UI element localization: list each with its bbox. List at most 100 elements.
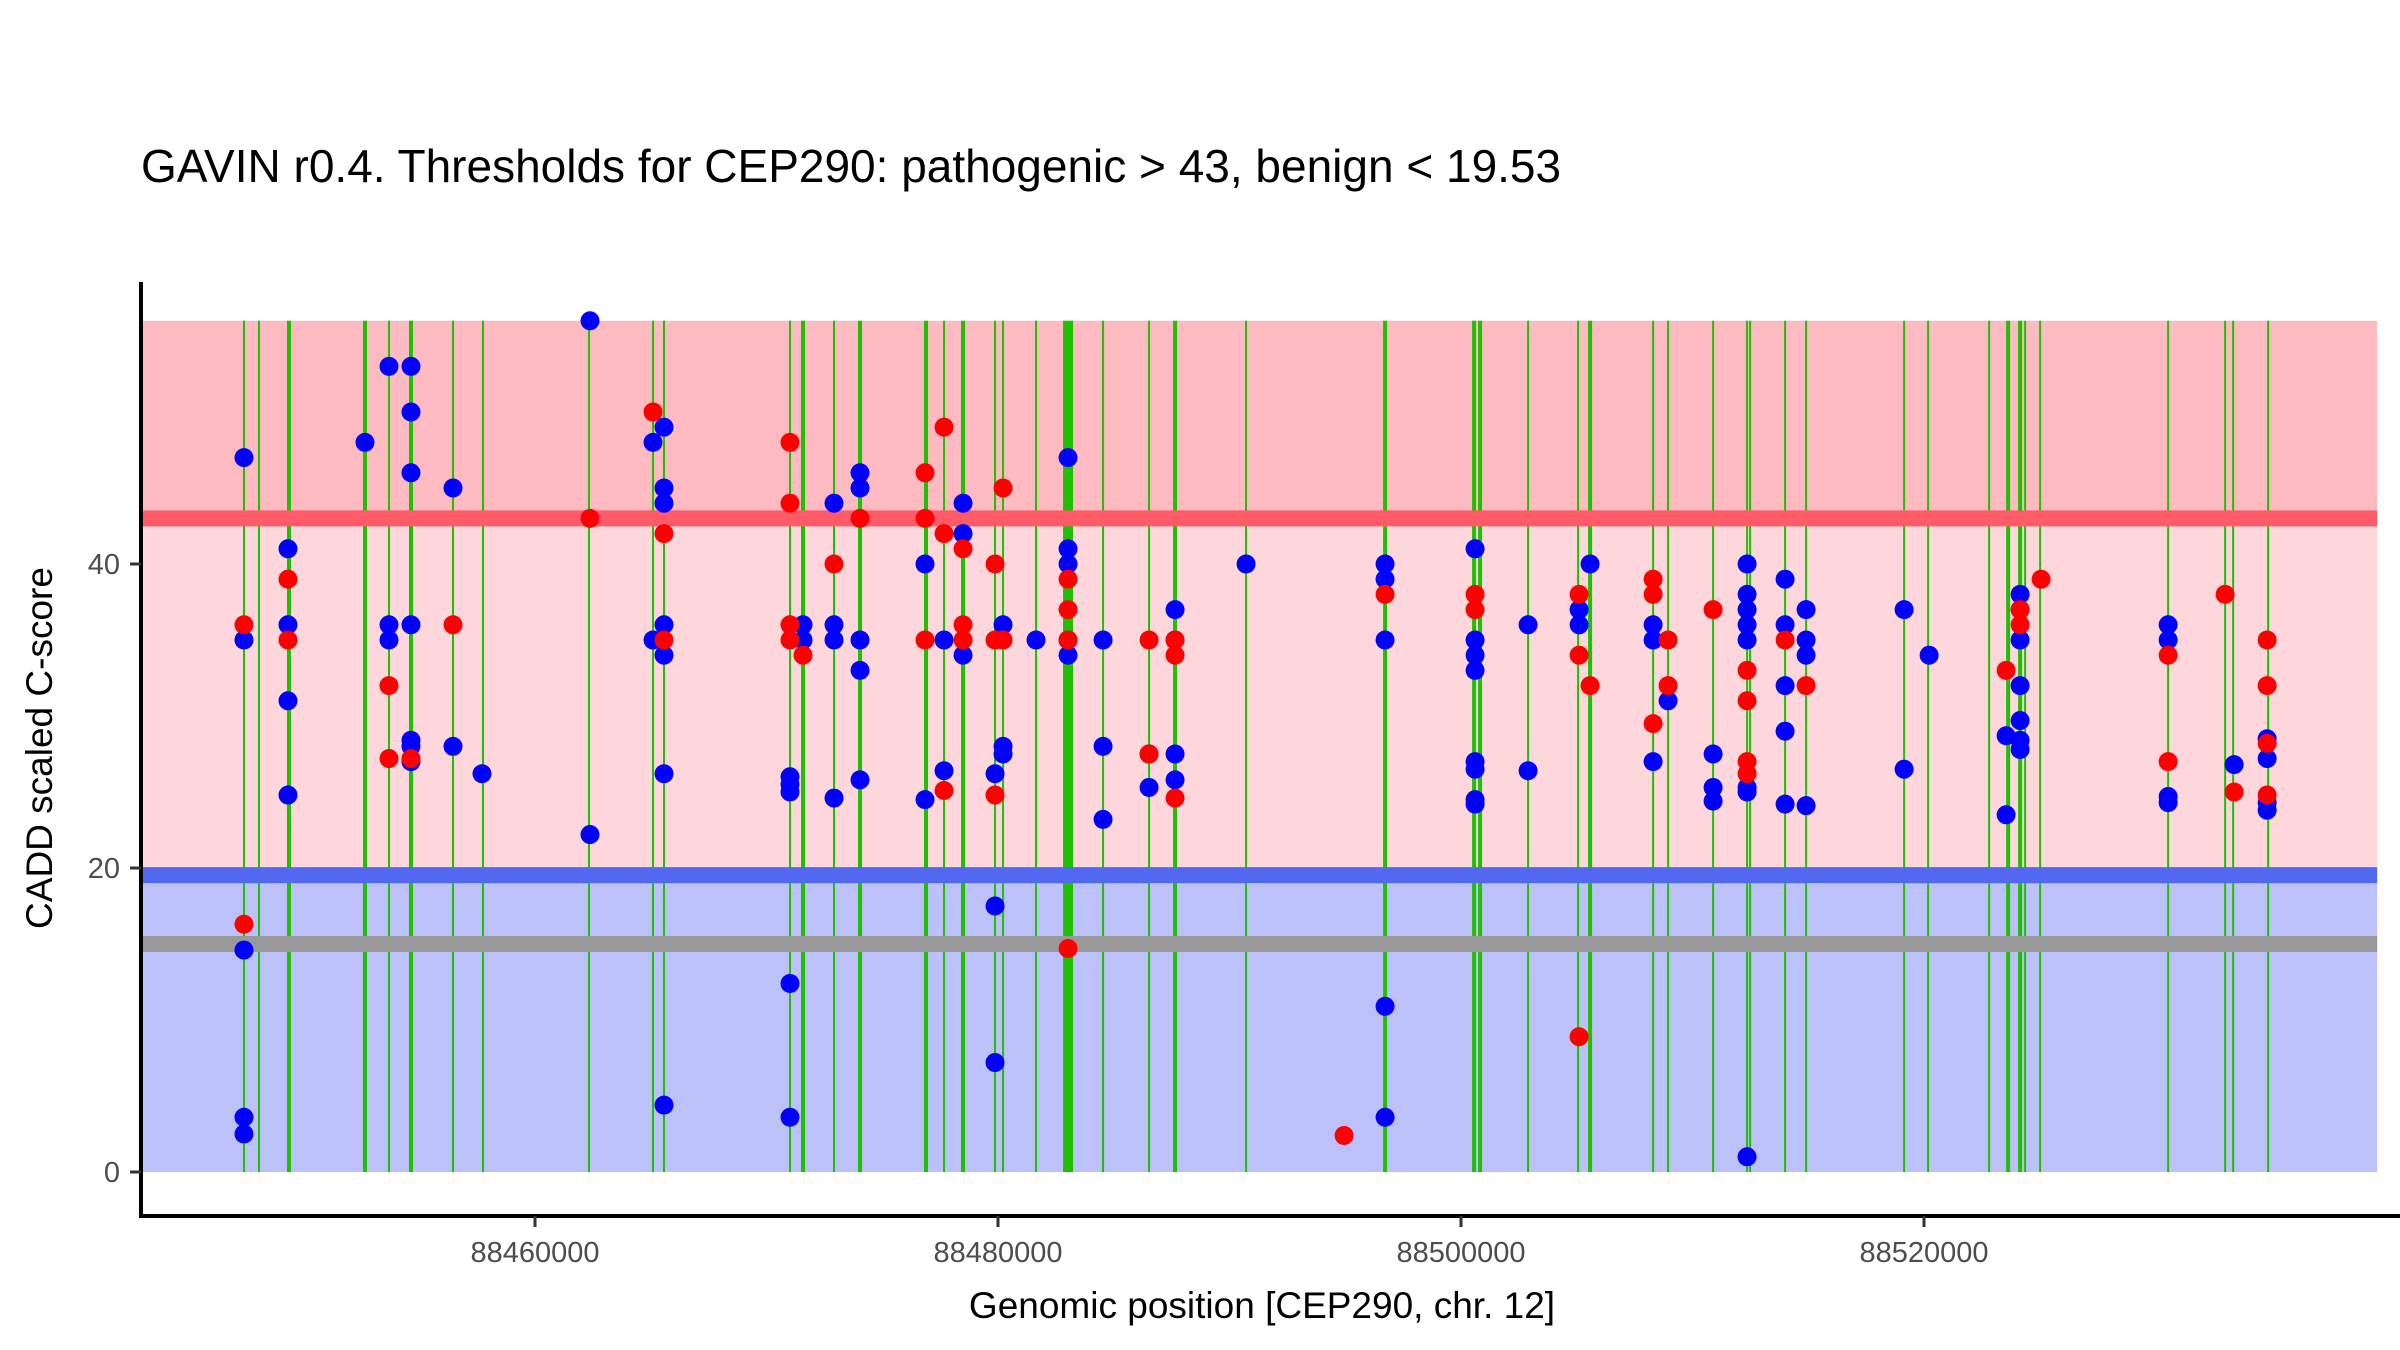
gnomad-point: [401, 615, 421, 635]
clinvar-point: [1139, 744, 1159, 764]
gnomad-point: [824, 788, 844, 808]
gnomad-point: [443, 478, 463, 498]
gnomad-point: [1465, 660, 1485, 680]
gnomad-point: [401, 402, 421, 422]
gnomad-point: [915, 790, 935, 810]
gnomad-point: [654, 417, 674, 437]
clinvar-point: [278, 630, 298, 650]
gnomad-point: [472, 764, 492, 784]
gnomad-point: [1737, 630, 1757, 650]
clinvar-point: [850, 508, 870, 528]
gnomad-point: [1165, 600, 1185, 620]
clinvar-point: [953, 539, 973, 559]
gnomad-point: [1643, 615, 1663, 635]
gnomad-point: [1465, 794, 1485, 814]
clinvar-point: [1334, 1126, 1354, 1146]
gnomad-point: [1775, 676, 1795, 696]
clinvar-point: [1737, 764, 1757, 784]
gnomad-point: [1165, 744, 1185, 764]
gnomad-point: [654, 764, 674, 784]
gnomad-point: [1093, 809, 1113, 829]
clinvar-point: [793, 645, 813, 665]
clinvar-point: [1580, 676, 1600, 696]
clinvar-point: [915, 463, 935, 483]
clinvar-point: [780, 432, 800, 452]
gnomad-point: [824, 493, 844, 513]
gnomad-point: [1139, 777, 1159, 797]
gnomad-point: [1236, 554, 1256, 574]
clinvar-point: [1465, 600, 1485, 620]
gnomad-point: [1919, 645, 1939, 665]
gnomad-point: [985, 896, 1005, 916]
gnomad-point: [1375, 569, 1395, 589]
gnomad-point: [1643, 752, 1663, 772]
clinvar-point: [915, 508, 935, 528]
gnomad-point: [824, 630, 844, 650]
axis-ticks: 0 20 40 88460000 88480000 88500000 88520000: [88, 549, 1989, 1269]
clinvar-point: [915, 630, 935, 650]
gnomad-point: [654, 493, 674, 513]
clinvar-point: [2010, 600, 2030, 620]
gnomad-point: [2224, 755, 2244, 775]
clinvar-point: [234, 914, 254, 934]
gnomad-point: [2257, 800, 2277, 820]
gnomad-point: [2158, 793, 2178, 813]
clinvar-point: [934, 780, 954, 800]
clinvar-point: [234, 615, 254, 635]
gnomad-point: [1796, 796, 1816, 816]
gnomad-point: [379, 615, 399, 635]
gnomad-point: [2257, 749, 2277, 769]
clinvar-point: [1465, 584, 1485, 604]
gnomad-point: [985, 1053, 1005, 1073]
clinvar-point: [1569, 1027, 1589, 1047]
clinvar-point: [2031, 569, 2051, 589]
gnomad-series: [234, 311, 2277, 1167]
clinvar-point: [780, 493, 800, 513]
gnomad-point: [2010, 676, 2030, 696]
gnomad-point: [1775, 569, 1795, 589]
gnomad-point: [1518, 761, 1538, 781]
gnomad-point: [379, 630, 399, 650]
clinvar-point: [993, 630, 1013, 650]
clinvar-point: [2158, 752, 2178, 772]
gnomad-point: [278, 615, 298, 635]
gnomad-point: [1796, 645, 1816, 665]
clinvar-point: [2224, 782, 2244, 802]
gnomad-point: [780, 1107, 800, 1127]
gnomad-point: [234, 940, 254, 960]
gnomad-point: [278, 785, 298, 805]
gnomad-point: [1465, 645, 1485, 665]
gnomad-point: [580, 311, 600, 331]
gnomad-point: [793, 630, 813, 650]
clinvar-point: [1569, 645, 1589, 665]
gnomad-point: [1058, 539, 1078, 559]
clinvar-point: [1775, 630, 1795, 650]
gnomad-point: [234, 1107, 254, 1127]
gnomad-point: [1375, 1107, 1395, 1127]
gnomad-point: [580, 825, 600, 845]
x-tick-label: 88500000: [1396, 1237, 1525, 1269]
clinvar-point: [934, 417, 954, 437]
gnomad-point: [401, 463, 421, 483]
gnomad-point: [1703, 744, 1723, 764]
clinvar-point: [1737, 660, 1757, 680]
gnomad-point: [1026, 630, 1046, 650]
gnomad-point: [1703, 777, 1723, 797]
clinvar-point: [1658, 630, 1678, 650]
gnomad-point: [234, 448, 254, 468]
gnomad-point: [1093, 736, 1113, 756]
gnomad-point: [1775, 721, 1795, 741]
clinvar-point: [1375, 584, 1395, 604]
gnomad-point: [1058, 645, 1078, 665]
gnomad-point: [2010, 711, 2030, 731]
gnomad-point: [1165, 770, 1185, 790]
clinvar-point: [1703, 600, 1723, 620]
gnomad-point: [654, 615, 674, 635]
clinvar-point: [1569, 584, 1589, 604]
clinvar-point: [2257, 630, 2277, 650]
gnomad-point: [915, 554, 935, 574]
clinvar-point: [654, 630, 674, 650]
clinvar-point: [824, 554, 844, 574]
clinvar-point: [1796, 676, 1816, 696]
